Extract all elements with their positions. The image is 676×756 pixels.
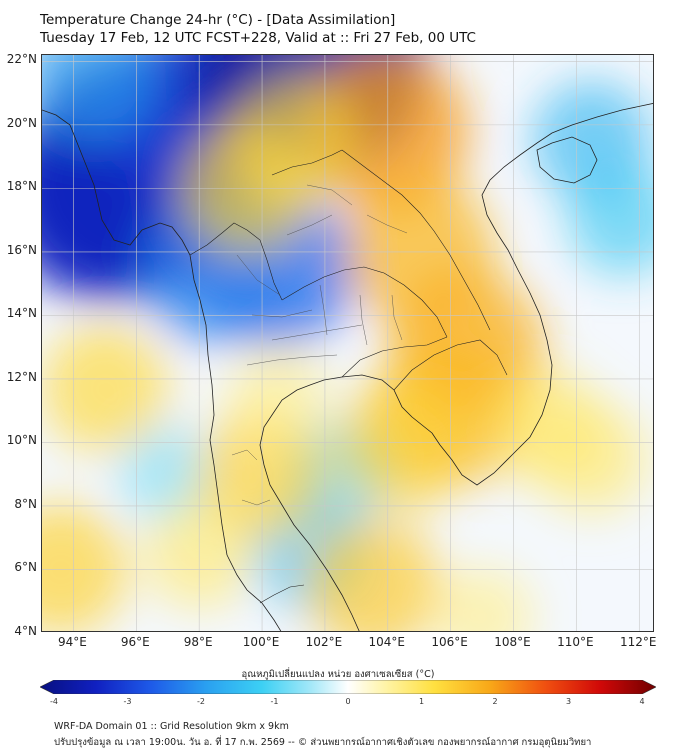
colorbar-graphic bbox=[39, 679, 657, 695]
anomaly-cell-17 bbox=[229, 76, 358, 205]
anomaly-cell-19 bbox=[42, 324, 170, 453]
anomaly-cell-11 bbox=[118, 425, 217, 523]
anomaly-cell-27 bbox=[431, 566, 534, 631]
colorbar-tick-label: 4 bbox=[639, 697, 645, 706]
lon-tick-label: 108°E bbox=[494, 635, 531, 649]
colorbar-title: อุณหภูมิเปลี่ยนแปลง หน่วย องศาเซลเซียส (… bbox=[241, 669, 435, 680]
coastline-peninsula-west bbox=[226, 554, 282, 631]
border-laos-vietnam bbox=[341, 149, 491, 331]
colorbar-tick-label: -1 bbox=[270, 697, 279, 706]
lat-tick-label: 16°N bbox=[6, 242, 37, 257]
lon-tick-label: 106°E bbox=[431, 635, 468, 649]
lat-tick-label: 20°N bbox=[6, 115, 37, 130]
border-thailand-laos bbox=[281, 266, 448, 338]
lat-tick-label: 22°N bbox=[6, 52, 37, 67]
lat-tick-label: 6°N bbox=[14, 560, 37, 575]
map-title: Temperature Change 24-hr (°C) - [Data As… bbox=[40, 12, 396, 28]
anomaly-cell-25 bbox=[226, 343, 329, 446]
footer-update-info: ปรับปรุงข้อมูล ณ เวลา 19:00น. วัน อ. ที่… bbox=[54, 737, 592, 748]
lat-tick-label: 18°N bbox=[6, 179, 37, 194]
colorbar-tick-label: -2 bbox=[197, 697, 205, 706]
coastline-gulf bbox=[323, 374, 441, 446]
colorbar-tick-label: 2 bbox=[492, 697, 498, 706]
lat-tick-label: 8°N bbox=[14, 496, 37, 511]
lon-tick-label: 102°E bbox=[305, 635, 343, 649]
lat-tick-label: 10°N bbox=[6, 433, 37, 448]
border-thailand-cambodia bbox=[341, 336, 448, 378]
border-thailand-malaysia bbox=[259, 584, 305, 604]
anomaly-cell-21 bbox=[303, 516, 441, 631]
border-myanmar-laos bbox=[271, 149, 343, 176]
province-borders bbox=[231, 184, 408, 506]
lon-tick-label: 96°E bbox=[120, 635, 150, 649]
colorbar bbox=[39, 679, 657, 695]
lon-tick-label: 98°E bbox=[183, 635, 213, 649]
coastline-myanmar bbox=[42, 109, 228, 556]
temperature-field bbox=[42, 55, 653, 631]
coastline-vietnam bbox=[439, 103, 653, 486]
colorbar-tick-label: -4 bbox=[50, 697, 58, 706]
colorbar-tick-label: 0 bbox=[345, 697, 351, 706]
colorbar-tick-label: 3 bbox=[565, 697, 572, 706]
lon-tick-label: 112°E bbox=[620, 635, 657, 649]
coastline-hainan bbox=[536, 136, 598, 184]
graticule bbox=[42, 55, 653, 631]
border-cambodia bbox=[393, 339, 508, 391]
coastlines-and-borders bbox=[42, 103, 653, 631]
anomaly-cell-24 bbox=[536, 402, 648, 514]
anomaly-cell-8 bbox=[568, 164, 653, 276]
colorbar-tick-label: -3 bbox=[123, 697, 132, 706]
lat-tick-label: 14°N bbox=[6, 306, 37, 321]
temperature-change-map[interactable] bbox=[42, 55, 654, 632]
colorbar-tick-label: 1 bbox=[418, 697, 425, 706]
coastline-peninsula-east bbox=[259, 379, 360, 631]
map-subtitle: Tuesday 17 Feb, 12 UTC FCST+228, Valid a… bbox=[40, 30, 476, 46]
lon-tick-label: 110°E bbox=[557, 635, 594, 649]
lon-tick-label: 100°E bbox=[242, 635, 280, 649]
lat-tick-label: 12°N bbox=[6, 369, 37, 384]
anomaly-cell-20 bbox=[42, 503, 128, 631]
lon-tick-label: 104°E bbox=[368, 635, 406, 649]
anomaly-cell-6 bbox=[42, 55, 156, 144]
lon-tick-label: 94°E bbox=[57, 635, 87, 649]
lat-tick-label: 4°N bbox=[14, 624, 37, 638]
footer-model-info: WRF-DA Domain 01 :: Grid Resolution 9km … bbox=[54, 721, 289, 732]
border-thailand-myanmar bbox=[189, 222, 283, 301]
map-panel[interactable] bbox=[41, 54, 654, 632]
